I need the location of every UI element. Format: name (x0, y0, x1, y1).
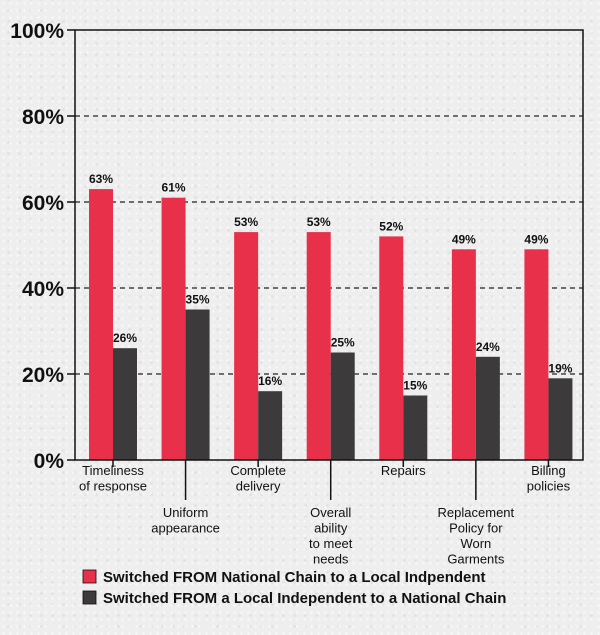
category-label: Complete (230, 463, 286, 478)
bar-local-to-national (258, 391, 283, 460)
category-label: ability (314, 521, 348, 536)
category-label: appearance (151, 521, 220, 536)
category-label: to meet (309, 536, 353, 551)
bar-local-to-national (113, 348, 137, 460)
data-label: 63% (89, 172, 113, 186)
bar-national-to-local (451, 249, 476, 460)
category-label: Garments (447, 552, 505, 567)
category-label: Worn (460, 536, 491, 551)
data-label: 53% (234, 215, 258, 229)
bars (89, 189, 573, 460)
bar-national-to-local (89, 189, 113, 460)
plot-frame (74, 29, 584, 461)
bar-national-to-local (524, 249, 549, 460)
data-label: 25% (331, 336, 355, 350)
category-label: Overall (310, 505, 351, 520)
category-label: Timeliness (82, 463, 144, 478)
category-label: Replacement (438, 505, 515, 520)
data-label: 52% (379, 219, 403, 233)
data-label: 24% (476, 340, 500, 354)
legend: Switched FROM National Chain to a Local … (82, 569, 506, 607)
data-label: 49% (524, 232, 548, 246)
y-tick-labels: 0% 20% 40% 60% 80% 100% (10, 20, 64, 473)
data-label: 15% (403, 379, 427, 393)
category-label: Policy for (449, 521, 503, 536)
category-label: of response (79, 479, 147, 494)
category-label: Repairs (381, 463, 426, 478)
y-tick-label: 0% (34, 450, 65, 473)
bar-local-to-national (548, 378, 573, 460)
bar-national-to-local (234, 232, 259, 460)
legend-label: Switched FROM a Local Independent to a N… (103, 590, 506, 607)
category-label: policies (527, 479, 571, 494)
data-label: 26% (113, 331, 137, 345)
legend-swatch (82, 590, 97, 605)
data-label: 16% (258, 374, 282, 388)
data-labels: 63% 26% 61% 35% 53% 16% 53% 25% 52% 15% 49% 24% 49% 1… (89, 172, 573, 392)
category-label: Uniform (163, 505, 209, 520)
y-tick-label: 20% (22, 364, 64, 387)
bar-local-to-national (330, 352, 355, 460)
bar-local-to-national (475, 356, 500, 460)
bar-national-to-local (379, 236, 404, 460)
axes (67, 29, 584, 500)
data-label: 61% (162, 181, 186, 195)
legend-label: Switched FROM National Chain to a Local … (103, 569, 486, 586)
data-label: 35% (186, 293, 210, 307)
y-tick-label: 80% (22, 106, 64, 129)
bar-national-to-local (161, 197, 186, 460)
y-tick-label: 40% (22, 278, 64, 301)
category-label: delivery (236, 479, 281, 494)
y-tick-label: 60% (22, 192, 64, 215)
y-tick-label: 100% (10, 20, 64, 43)
data-label: 19% (548, 361, 572, 375)
bar-national-to-local (306, 232, 331, 460)
data-label: 49% (452, 232, 476, 246)
legend-swatch (82, 569, 97, 584)
data-label: 53% (307, 215, 331, 229)
category-label: needs (313, 552, 349, 567)
category-label: Billing (531, 463, 566, 478)
bar-local-to-national (185, 309, 210, 460)
bar-local-to-national (403, 395, 428, 460)
